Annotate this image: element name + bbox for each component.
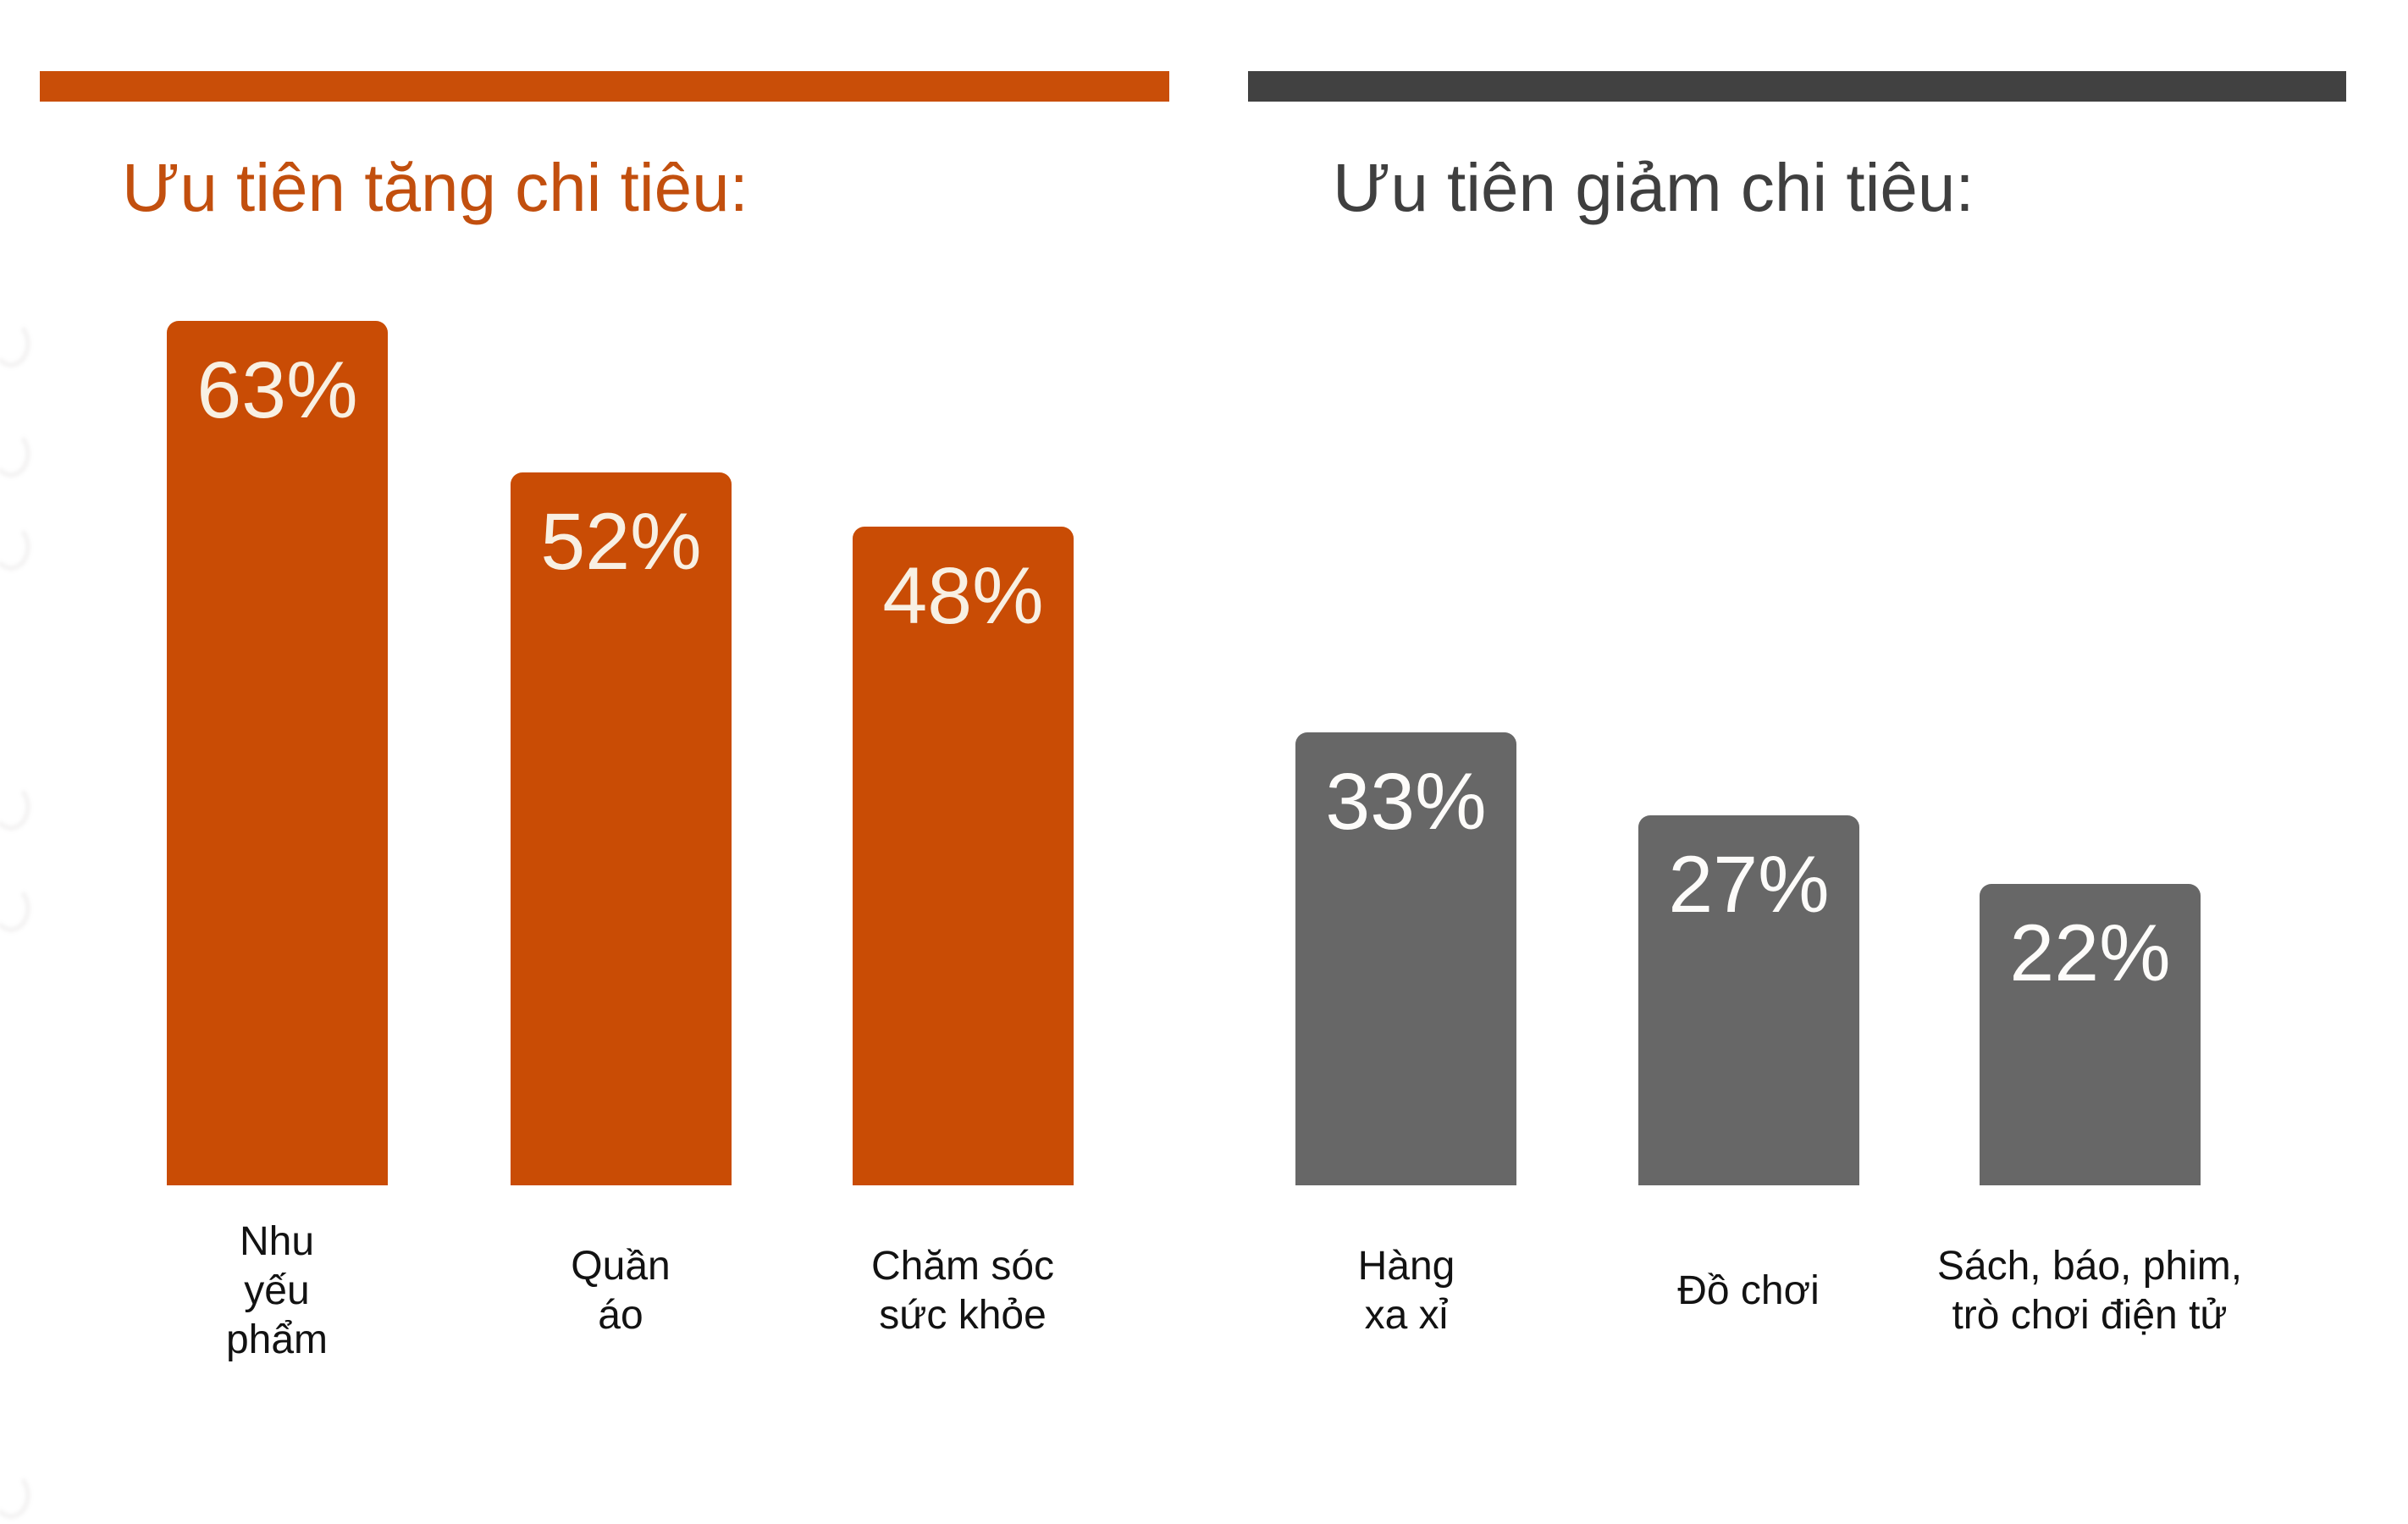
bar-value-label: 33% xyxy=(1325,757,1487,847)
decrease-accent-rule xyxy=(1248,71,2346,102)
category-line: Đồ chơi xyxy=(1677,1268,1820,1313)
decrease-chart-title: Ưu tiên giảm chi tiêu: xyxy=(1333,150,1974,225)
left-edge-artifact xyxy=(0,523,30,571)
category-label-quan-ao: Quần áo xyxy=(350,1242,892,1340)
category-line: yếu xyxy=(244,1268,310,1313)
category-label-do-choi: Đồ chơi xyxy=(1477,1267,2019,1316)
category-line: sức khỏe xyxy=(879,1293,1047,1338)
category-line: Hàng xyxy=(1357,1244,1455,1289)
bar-value-label: 22% xyxy=(2009,908,2171,998)
bar-cham-soc-suc-khoe: 48% xyxy=(853,527,1074,1185)
bar-hang-xa-xi: 33% xyxy=(1295,732,1516,1185)
increase-chart-title: Ưu tiên tăng chi tiêu: xyxy=(122,150,748,225)
increase-accent-rule xyxy=(40,71,1169,102)
category-label-nhu-yeu-pham: Nhu yếu phẩm xyxy=(6,1218,548,1365)
left-edge-artifact xyxy=(0,885,30,932)
bar-value-label: 52% xyxy=(540,497,702,587)
category-line: trò chơi điện tử xyxy=(1952,1293,2228,1338)
left-edge-artifact xyxy=(0,320,30,367)
category-line: Quần xyxy=(571,1244,671,1289)
category-label-cham-soc-suc-khoe: Chăm sóc sức khỏe xyxy=(692,1242,1234,1340)
category-line: Sách, báo, phim, xyxy=(1936,1244,2243,1289)
category-label-sach-bao-phim: Sách, báo, phim, trò chơi điện tử xyxy=(1819,1242,2361,1340)
category-line: Nhu xyxy=(239,1219,315,1264)
left-edge-artifact xyxy=(0,430,30,478)
left-edge-artifact xyxy=(0,783,30,831)
bar-value-label: 27% xyxy=(1668,840,1830,930)
category-line: phẩm xyxy=(225,1317,329,1362)
category-label-hang-xa-xi: Hàng xa xỉ xyxy=(1135,1242,1677,1340)
bar-value-label: 48% xyxy=(882,551,1044,641)
bar-quan-ao: 52% xyxy=(511,472,732,1185)
bar-nhu-yeu-pham: 63% xyxy=(167,321,388,1185)
bar-do-choi: 27% xyxy=(1638,815,1859,1185)
category-line: Chăm sóc xyxy=(870,1244,1055,1289)
category-line: xa xỉ xyxy=(1364,1293,1449,1338)
left-edge-artifact xyxy=(0,1472,30,1519)
bar-sach-bao-phim: 22% xyxy=(1980,884,2201,1185)
bar-value-label: 63% xyxy=(196,345,358,435)
category-line: áo xyxy=(598,1293,643,1338)
